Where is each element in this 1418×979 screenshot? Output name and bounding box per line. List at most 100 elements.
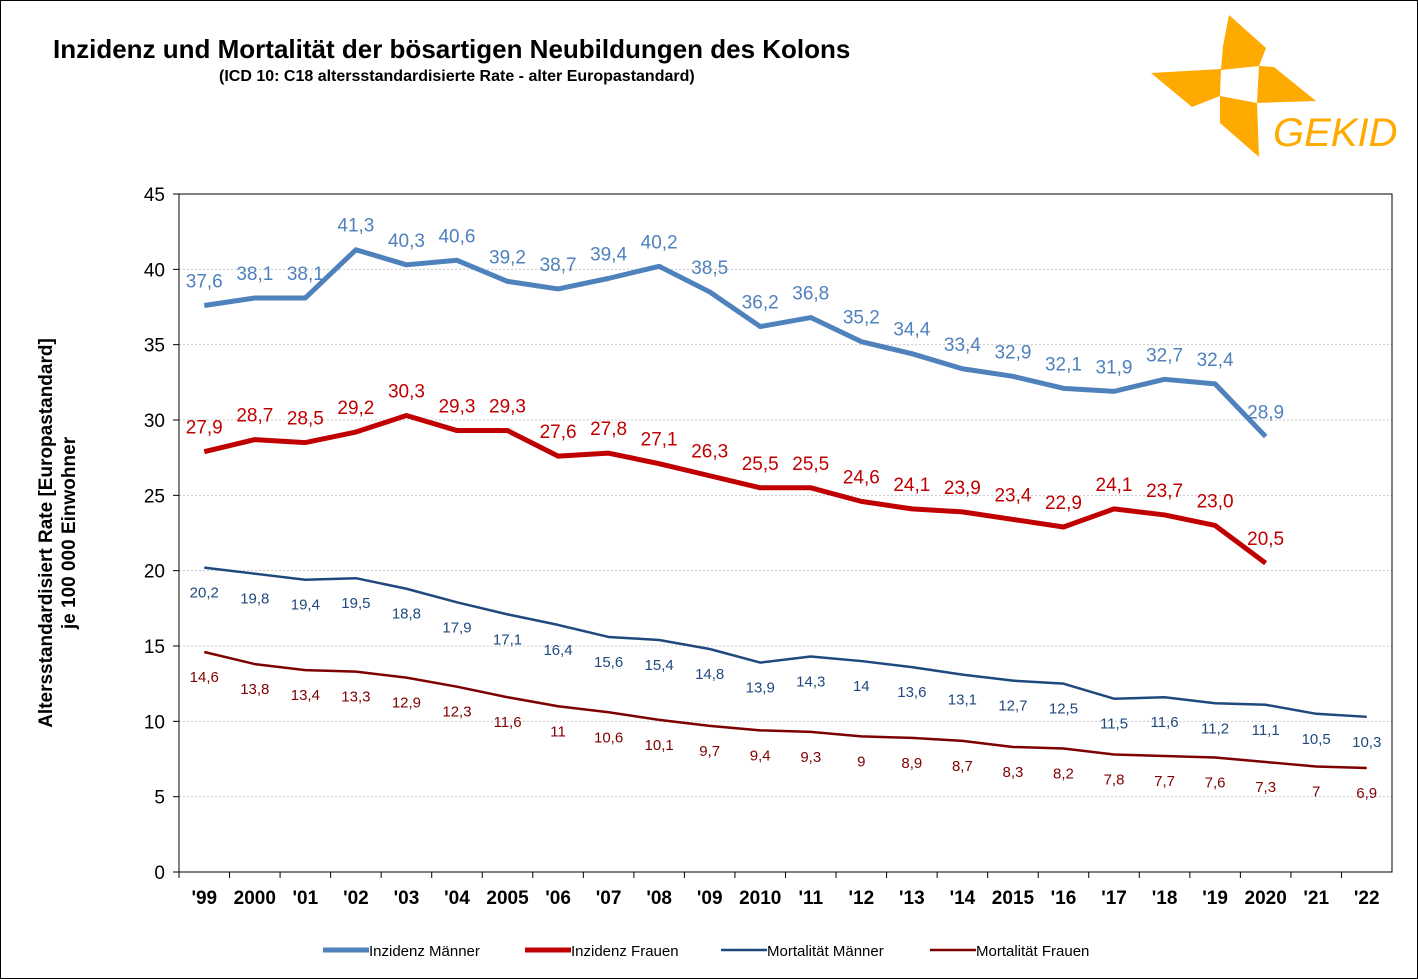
data-label: 40,3 bbox=[388, 231, 425, 252]
y-tick-label: 10 bbox=[144, 712, 165, 733]
data-label: 32,7 bbox=[1146, 345, 1183, 366]
data-label: 26,3 bbox=[691, 442, 728, 463]
x-tick-label: '02 bbox=[343, 888, 369, 909]
x-tick-label: '18 bbox=[1152, 888, 1178, 909]
data-label: 37,6 bbox=[186, 271, 223, 292]
chart-title: Inzidenz und Mortalität der bösartigen N… bbox=[53, 34, 851, 64]
x-tick-label: 2010 bbox=[739, 888, 781, 909]
x-tick-label: '12 bbox=[848, 888, 874, 909]
legend-label: Mortalität Frauen bbox=[976, 943, 1089, 960]
y-tick-label: 30 bbox=[144, 411, 165, 432]
x-tick-label: '21 bbox=[1303, 888, 1329, 909]
data-label: 35,2 bbox=[843, 308, 880, 329]
data-label: 34,4 bbox=[893, 320, 930, 341]
data-label: 32,4 bbox=[1197, 350, 1234, 371]
data-label: 28,9 bbox=[1247, 403, 1284, 424]
data-label: 25,5 bbox=[792, 454, 829, 475]
x-tick-label: '13 bbox=[899, 888, 925, 909]
data-label: 8,2 bbox=[1053, 765, 1074, 782]
x-tick-label: '09 bbox=[697, 888, 723, 909]
data-label: 29,3 bbox=[489, 397, 526, 418]
data-label: 8,7 bbox=[952, 758, 973, 775]
data-label: 20,5 bbox=[1247, 529, 1284, 550]
data-label: 14,6 bbox=[190, 669, 219, 686]
data-label: 39,2 bbox=[489, 247, 526, 268]
data-label: 10,1 bbox=[645, 737, 674, 754]
data-label: 29,3 bbox=[438, 397, 475, 418]
data-label: 10,5 bbox=[1302, 731, 1331, 748]
data-label: 24,1 bbox=[893, 475, 930, 496]
data-label: 13,4 bbox=[291, 687, 320, 704]
data-label: 39,4 bbox=[590, 244, 627, 265]
data-label: 13,9 bbox=[746, 680, 775, 697]
data-label: 12,9 bbox=[392, 695, 421, 712]
data-label: 25,5 bbox=[742, 454, 779, 475]
data-label: 38,7 bbox=[540, 255, 577, 276]
x-tick-label: 2000 bbox=[234, 888, 276, 909]
data-label: 15,6 bbox=[594, 654, 623, 671]
series-line-1 bbox=[203, 247, 1268, 439]
y-tick-label: 15 bbox=[144, 637, 165, 658]
data-label: 12,7 bbox=[998, 698, 1027, 715]
data-label: 12,3 bbox=[442, 704, 471, 721]
data-label: 24,1 bbox=[1096, 475, 1133, 496]
data-label: 7,7 bbox=[1154, 773, 1175, 790]
data-label: 10,6 bbox=[594, 729, 623, 746]
data-label: 13,8 bbox=[240, 681, 269, 698]
y-tick-label: 25 bbox=[144, 486, 165, 507]
x-tick-label: '22 bbox=[1354, 888, 1380, 909]
data-label: 13,6 bbox=[897, 684, 926, 701]
data-label: 30,3 bbox=[388, 381, 425, 402]
series-line-4 bbox=[203, 650, 1367, 770]
data-label: 7,8 bbox=[1104, 771, 1125, 788]
data-label: 11,6 bbox=[1151, 714, 1179, 731]
data-label: 40,6 bbox=[438, 226, 475, 247]
series-line-2 bbox=[203, 412, 1268, 566]
data-label: 27,6 bbox=[540, 422, 577, 443]
x-tick-label: '99 bbox=[191, 888, 217, 909]
data-label: 16,4 bbox=[543, 642, 572, 659]
data-label: 13,1 bbox=[948, 692, 977, 709]
x-tick-label: '04 bbox=[444, 888, 470, 909]
data-label: 32,1 bbox=[1045, 354, 1082, 375]
data-label: 36,2 bbox=[742, 293, 779, 314]
x-tick-label: '11 bbox=[798, 888, 823, 909]
logo-text: GEKID bbox=[1273, 111, 1397, 155]
data-label: 33,4 bbox=[944, 335, 981, 356]
data-label: 27,1 bbox=[641, 430, 678, 451]
data-label: 6,9 bbox=[1356, 785, 1377, 802]
data-label: 41,3 bbox=[337, 216, 374, 237]
data-label: 23,4 bbox=[994, 485, 1031, 506]
y-tick-label: 40 bbox=[144, 260, 165, 281]
data-label: 8,9 bbox=[901, 755, 922, 772]
data-label: 13,3 bbox=[341, 689, 370, 706]
data-label: 11,1 bbox=[1252, 722, 1280, 739]
data-label: 12,5 bbox=[1049, 701, 1078, 718]
x-tick-label: '17 bbox=[1101, 888, 1127, 909]
x-tick-label: '14 bbox=[950, 888, 976, 909]
logo-blade-bottom bbox=[1220, 96, 1259, 157]
x-tick-label: 2015 bbox=[992, 888, 1035, 909]
data-label: 27,8 bbox=[590, 419, 627, 440]
data-label: 7,3 bbox=[1255, 779, 1276, 796]
data-label: 40,2 bbox=[641, 232, 678, 253]
data-label: 23,9 bbox=[944, 478, 981, 499]
y-tick-label: 35 bbox=[144, 336, 165, 357]
data-label: 9 bbox=[857, 753, 865, 770]
x-tick-label: '03 bbox=[394, 888, 420, 909]
data-label: 19,4 bbox=[291, 597, 320, 614]
legend-label: Inzidenz Männer bbox=[369, 943, 480, 960]
data-label: 10,3 bbox=[1352, 734, 1381, 751]
data-label: 9,4 bbox=[750, 747, 771, 764]
data-label: 28,7 bbox=[236, 406, 273, 427]
data-label: 7 bbox=[1312, 784, 1320, 801]
data-label: 28,5 bbox=[287, 409, 324, 430]
data-label: 32,9 bbox=[994, 342, 1031, 363]
data-label: 23,0 bbox=[1197, 491, 1234, 512]
data-label: 29,2 bbox=[337, 398, 374, 419]
x-tick-label: '06 bbox=[545, 888, 571, 909]
series-line-3 bbox=[204, 566, 1367, 719]
data-label: 38,1 bbox=[287, 264, 324, 285]
